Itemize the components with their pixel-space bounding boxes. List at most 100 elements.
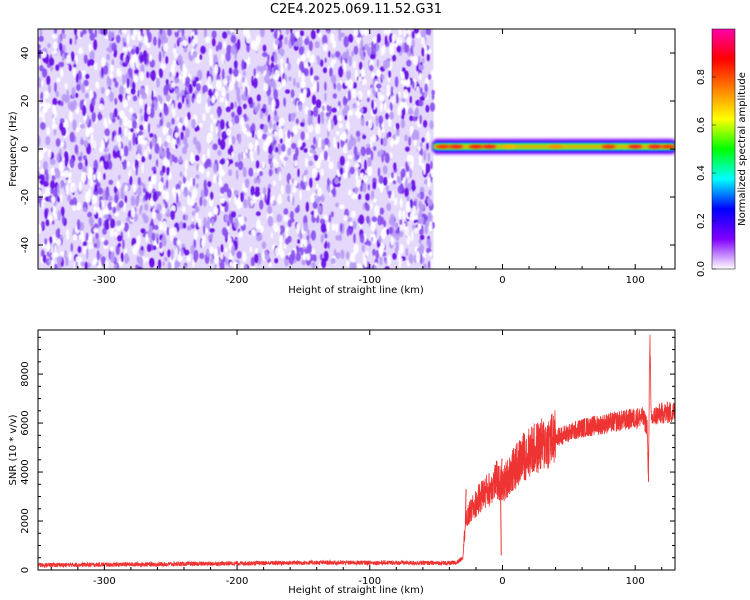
noise-cell <box>158 37 161 49</box>
noise-cell <box>60 206 65 217</box>
noise-cell <box>296 82 300 89</box>
noise-cell <box>347 109 354 116</box>
noise-cell <box>227 148 232 155</box>
noise-cell <box>320 223 327 233</box>
noise-cell <box>219 158 225 165</box>
noise-cell <box>100 160 104 166</box>
noise-cell <box>324 145 328 150</box>
noise-cell <box>52 206 56 217</box>
noise-cell <box>174 29 178 33</box>
noise-cell <box>343 36 349 48</box>
noise-cell <box>182 125 186 132</box>
noise-cell <box>166 121 171 129</box>
noise-cell <box>356 136 361 142</box>
noise-cell <box>419 234 425 241</box>
noise-cell <box>423 150 427 162</box>
noise-cell <box>359 233 365 244</box>
noise-cell <box>82 241 87 247</box>
noise-cell <box>189 200 194 206</box>
noise-cell <box>365 250 369 256</box>
noise-cell <box>258 170 263 177</box>
noise-cell <box>220 244 224 253</box>
noise-cell <box>78 234 82 240</box>
noise-cell <box>206 148 211 158</box>
noise-cell <box>293 180 298 187</box>
noise-cell <box>406 29 411 35</box>
noise-cell <box>226 92 230 102</box>
noise-cell <box>351 194 357 200</box>
noise-cell <box>187 112 191 121</box>
noise-cell <box>375 249 380 260</box>
noise-cell <box>192 92 196 99</box>
noise-cell <box>133 75 139 83</box>
noise-cell <box>144 203 149 212</box>
noise-cell <box>68 251 72 261</box>
noise-cell <box>304 169 309 175</box>
noise-cell <box>110 252 114 264</box>
snr-spike <box>647 452 650 482</box>
noise-cell <box>268 154 274 159</box>
spectrogram-heatmap <box>38 29 675 269</box>
noise-cell <box>159 241 163 249</box>
noise-cell <box>231 245 236 257</box>
signal-peak <box>661 145 675 149</box>
noise-cell <box>233 68 239 78</box>
noise-cell <box>355 130 361 138</box>
noise-cell <box>50 65 53 72</box>
noise-cell <box>140 29 143 33</box>
noise-cell <box>228 67 233 75</box>
noise-cell <box>347 154 353 160</box>
noise-cells <box>38 29 436 269</box>
noise-cell <box>91 111 97 123</box>
noise-cell <box>413 200 417 207</box>
noise-cell <box>253 177 258 184</box>
noise-cell <box>88 59 95 66</box>
noise-cell <box>41 51 47 59</box>
noise-cell <box>419 114 422 125</box>
noise-cell <box>338 31 342 42</box>
noise-cell <box>250 40 257 50</box>
noise-cell <box>140 115 144 122</box>
noise-cell <box>109 218 116 229</box>
noise-cell <box>203 217 207 227</box>
noise-cell <box>347 90 352 101</box>
noise-cell <box>370 190 375 201</box>
noise-cell <box>155 159 159 167</box>
noise-cell <box>44 209 48 220</box>
noise-cell <box>162 125 168 136</box>
noise-cell <box>291 178 295 184</box>
noise-cell <box>41 199 44 210</box>
noise-cell <box>99 200 102 210</box>
noise-cell <box>396 176 401 182</box>
noise-cell <box>355 170 359 182</box>
noise-cell <box>274 30 278 40</box>
noise-cell <box>405 77 411 88</box>
noise-cell <box>101 66 104 78</box>
noise-cell <box>360 69 366 78</box>
noise-cell <box>295 31 300 39</box>
noise-cell <box>67 194 72 202</box>
noise-cell <box>141 156 146 163</box>
noise-cell <box>281 143 286 153</box>
noise-cell <box>143 121 148 130</box>
noise-cell <box>382 176 388 187</box>
noise-cell <box>60 193 63 203</box>
noise-cell <box>374 205 380 216</box>
noise-cell <box>359 61 363 71</box>
noise-cell <box>192 188 198 199</box>
noise-cell <box>295 251 301 262</box>
noise-cell <box>256 167 260 174</box>
noise-cell <box>139 206 142 216</box>
noise-cell <box>283 156 289 161</box>
noise-cell <box>422 120 428 128</box>
noise-cell <box>236 251 242 259</box>
noise-cell <box>429 120 434 130</box>
noise-cell <box>182 70 187 77</box>
noise-cell <box>38 43 41 50</box>
noise-cell <box>380 228 387 240</box>
noise-cell <box>390 236 394 246</box>
noise-cell <box>280 65 284 75</box>
noise-cell <box>97 187 103 195</box>
noise-cell <box>292 196 295 206</box>
noise-cell <box>274 69 280 80</box>
